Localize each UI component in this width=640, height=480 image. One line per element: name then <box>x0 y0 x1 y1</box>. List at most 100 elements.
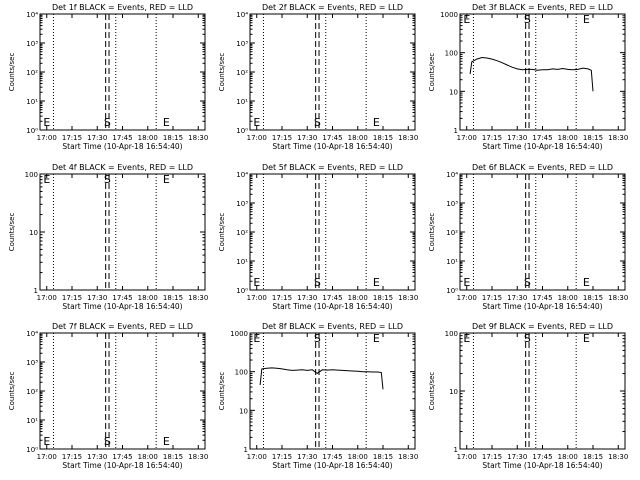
saa-marker: S <box>104 116 111 129</box>
y-axis-label: Counts/sec <box>428 53 436 92</box>
x-tick-label: 17:30 <box>507 294 527 302</box>
y-axis-label: Counts/sec <box>8 53 16 92</box>
x-tick-label: 18:15 <box>163 453 183 461</box>
x-tick-label: 17:00 <box>457 134 477 142</box>
panel-title: Det 4f BLACK = Events, RED = LLD <box>52 163 193 172</box>
plot-frame <box>249 173 416 291</box>
y-tick-label: 10⁴ <box>236 11 248 19</box>
x-tick-label: 17:45 <box>532 294 552 302</box>
x-axis-label: Start Time (10-Apr-18 16:54:40) <box>482 142 602 151</box>
y-tick-label: 10⁴ <box>446 171 458 179</box>
panel-title: Det 5f BLACK = Events, RED = LLD <box>262 163 403 172</box>
x-tick-label: 18:00 <box>558 134 578 142</box>
x-axis-label: Start Time (10-Apr-18 16:54:40) <box>482 461 602 470</box>
x-axis-label: Start Time (10-Apr-18 16:54:40) <box>272 302 392 311</box>
x-tick-label: 17:45 <box>532 453 552 461</box>
x-tick-label: 18:15 <box>373 453 393 461</box>
y-tick-label: 10 <box>449 88 458 96</box>
plot-frame <box>39 13 206 131</box>
x-tick-label: 18:15 <box>163 134 183 142</box>
y-tick-label: 10² <box>236 69 248 77</box>
x-tick-label: 17:15 <box>482 294 502 302</box>
plot-frame <box>249 332 416 450</box>
y-tick-label: 10³ <box>236 200 248 208</box>
y-axis-label: Counts/sec <box>218 372 226 411</box>
x-tick-label: 17:30 <box>87 134 107 142</box>
panel-title: Det 3f BLACK = Events, RED = LLD <box>472 3 613 12</box>
start-event-marker: E <box>253 276 260 289</box>
plot-frame <box>249 13 416 131</box>
plot-frame <box>39 173 206 291</box>
saa-marker: S <box>524 332 531 345</box>
x-tick-label: 17:15 <box>272 294 292 302</box>
plot-frame <box>459 173 626 291</box>
y-tick-label: 100 <box>445 50 458 58</box>
saa-marker: S <box>314 332 321 345</box>
x-tick-label: 18:00 <box>138 453 158 461</box>
start-event-marker: E <box>253 332 260 345</box>
y-tick-label: 10⁰ <box>26 446 38 454</box>
y-tick-label: 10² <box>446 229 458 237</box>
saa-marker: S <box>104 435 111 448</box>
x-tick-label: 17:15 <box>62 453 82 461</box>
x-tick-label: 17:00 <box>457 294 477 302</box>
y-tick-label: 1000 <box>440 11 458 19</box>
x-tick-label: 17:15 <box>62 294 82 302</box>
x-tick-label: 17:00 <box>37 453 57 461</box>
x-tick-label: 17:30 <box>87 294 107 302</box>
end-event-marker: E <box>373 332 380 345</box>
start-event-marker: E <box>463 13 470 26</box>
x-tick-label: 17:00 <box>37 294 57 302</box>
start-event-marker: E <box>43 435 50 448</box>
x-tick-label: 17:30 <box>297 453 317 461</box>
y-tick-label: 10⁴ <box>26 11 38 19</box>
y-tick-label: 10¹ <box>236 258 248 266</box>
x-tick-label: 18:30 <box>608 294 628 302</box>
x-tick-label: 18:00 <box>348 134 368 142</box>
y-tick-label: 1 <box>244 446 248 454</box>
end-event-marker: E <box>583 332 590 345</box>
x-tick-label: 17:00 <box>247 453 267 461</box>
x-tick-label: 18:15 <box>373 134 393 142</box>
y-tick-label: 10² <box>26 388 38 396</box>
panel-title: Det 9f BLACK = Events, RED = LLD <box>472 322 613 331</box>
x-tick-label: 17:30 <box>297 294 317 302</box>
x-tick-label: 18:15 <box>583 453 603 461</box>
x-tick-label: 18:30 <box>398 134 418 142</box>
y-tick-label: 1 <box>454 127 458 135</box>
x-tick-label: 17:00 <box>457 453 477 461</box>
x-tick-label: 18:00 <box>558 294 578 302</box>
end-event-marker: E <box>163 435 170 448</box>
y-axis-label: Counts/sec <box>428 213 436 252</box>
end-event-marker: E <box>583 13 590 26</box>
y-tick-label: 10¹ <box>26 98 38 106</box>
y-tick-label: 10¹ <box>26 417 38 425</box>
x-tick-label: 17:45 <box>112 294 132 302</box>
y-tick-label: 10 <box>29 229 38 237</box>
x-axis-label: Start Time (10-Apr-18 16:54:40) <box>272 142 392 151</box>
x-tick-label: 17:30 <box>507 453 527 461</box>
y-tick-label: 10⁰ <box>446 287 458 295</box>
y-tick-label: 10⁴ <box>236 171 248 179</box>
x-tick-label: 17:15 <box>272 134 292 142</box>
x-tick-label: 17:00 <box>37 134 57 142</box>
start-event-marker: E <box>463 332 470 345</box>
y-axis-label: Counts/sec <box>218 53 226 92</box>
plot-frame <box>459 13 626 131</box>
x-tick-label: 18:30 <box>608 134 628 142</box>
x-tick-label: 18:00 <box>348 294 368 302</box>
y-tick-label: 10² <box>26 69 38 77</box>
y-tick-label: 10⁰ <box>236 287 248 295</box>
end-event-marker: E <box>163 116 170 129</box>
x-tick-label: 18:30 <box>608 453 628 461</box>
y-tick-label: 100 <box>445 330 458 338</box>
y-axis-label: Counts/sec <box>8 213 16 252</box>
x-tick-label: 17:15 <box>482 453 502 461</box>
x-tick-label: 17:15 <box>482 134 502 142</box>
detector-panel: Det 1f BLACK = Events, RED = LLD 17:00 17:… <box>8 3 208 151</box>
x-tick-label: 18:30 <box>398 453 418 461</box>
y-tick-label: 1 <box>34 287 38 295</box>
start-event-marker: E <box>463 276 470 289</box>
x-axis-label: Start Time (10-Apr-18 16:54:40) <box>62 302 182 311</box>
detector-panel: Det 6f BLACK = Events, RED = LLD 17:00 17:… <box>428 163 628 311</box>
